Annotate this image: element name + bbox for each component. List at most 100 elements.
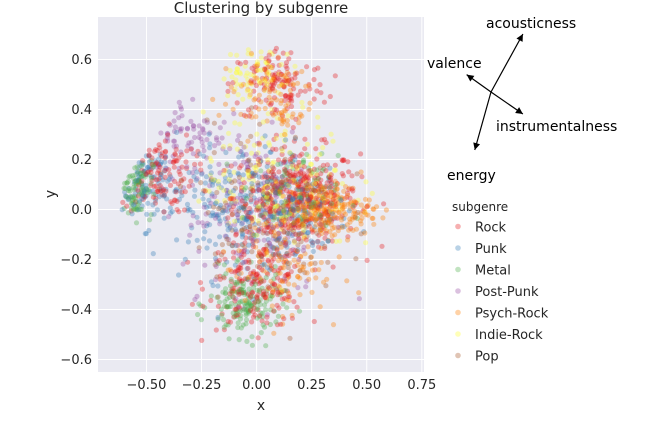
point-psych-rock [333,214,339,220]
point-psych-rock [317,227,324,234]
point-psych-rock [277,284,283,290]
point-psych-rock [341,201,347,207]
point-rock [232,269,238,275]
point-post-punk [204,119,210,125]
point-rock [289,92,295,98]
point-rock [271,281,277,287]
point-psych-rock [319,222,325,228]
point-rock [268,82,274,89]
point-post-punk [242,259,248,265]
point-psych-rock [227,267,233,273]
point-psych-rock [222,101,229,107]
point-pop [308,199,314,205]
point-rock [154,160,160,166]
point-indie-rock [244,82,250,88]
point-metal [233,281,240,287]
point-post-punk [304,278,310,284]
point-post-punk [257,155,263,161]
point-psych-rock [265,286,271,292]
point-rock [292,263,298,269]
point-rock [233,231,239,237]
point-metal [220,317,227,323]
point-post-punk [203,211,209,217]
point-pop [299,222,305,228]
point-punk [265,237,271,243]
point-indie-rock [269,107,275,113]
point-indie-rock [258,55,264,61]
point-rock [245,277,251,283]
point-rock [298,184,304,190]
point-pop [255,180,261,186]
point-metal [287,197,293,203]
point-psych-rock [313,222,319,228]
legend-marker-indie-rock [455,331,461,337]
point-psych-rock [307,261,313,267]
point-pop [298,239,304,245]
point-rock [230,249,236,255]
point-rock [333,201,339,207]
point-psych-rock [314,215,320,221]
point-indie-rock [285,113,291,119]
point-indie-rock [264,60,270,66]
point-punk [150,251,156,257]
point-metal [281,208,287,214]
point-indie-rock [235,92,241,98]
point-punk [260,191,266,197]
point-rock [239,278,245,284]
point-psych-rock [322,211,328,217]
point-psych-rock [313,199,320,205]
point-psych-rock [286,290,292,296]
point-psych-rock [286,273,292,279]
point-psych-rock [271,75,277,82]
point-punk [154,161,160,167]
point-rock [330,189,336,195]
point-metal [136,179,142,185]
point-punk [157,161,163,167]
point-psych-rock [262,105,268,112]
point-psych-rock [297,292,303,298]
point-punk [245,209,251,216]
point-rock [243,235,249,241]
point-metal [284,164,290,170]
point-punk [282,184,288,190]
point-pop [232,178,238,184]
point-psych-rock [335,228,341,234]
point-punk [287,194,293,200]
point-psych-rock [320,195,326,201]
point-psych-rock [308,205,314,211]
point-post-punk [263,230,269,236]
point-rock [272,76,278,83]
point-post-punk [276,230,282,236]
point-indie-rock [255,162,261,168]
point-punk [199,171,205,177]
point-rock [250,188,256,194]
point-rock [237,265,243,271]
point-post-punk [303,284,309,290]
point-indie-rock [251,142,257,148]
point-punk [208,279,215,285]
point-psych-rock [331,209,337,215]
point-post-punk [173,143,179,149]
point-psych-rock [264,270,270,276]
point-rock [296,159,302,165]
point-post-punk [269,119,275,125]
point-rock [286,294,293,300]
point-rock [234,268,241,274]
point-pop [260,230,266,236]
point-psych-rock [228,195,234,202]
point-metal [148,157,154,164]
point-punk [239,234,245,240]
point-metal [223,271,229,277]
point-post-punk [317,216,323,222]
point-rock [303,174,309,180]
point-punk [212,241,219,247]
point-punk [286,210,292,216]
point-indie-rock [337,238,343,244]
point-post-punk [194,293,200,299]
point-metal [350,203,356,209]
point-pop [250,173,257,179]
point-metal [247,300,253,306]
vector-label-acousticness: acousticness [486,16,576,32]
point-rock [287,95,293,101]
point-rock [194,153,200,159]
